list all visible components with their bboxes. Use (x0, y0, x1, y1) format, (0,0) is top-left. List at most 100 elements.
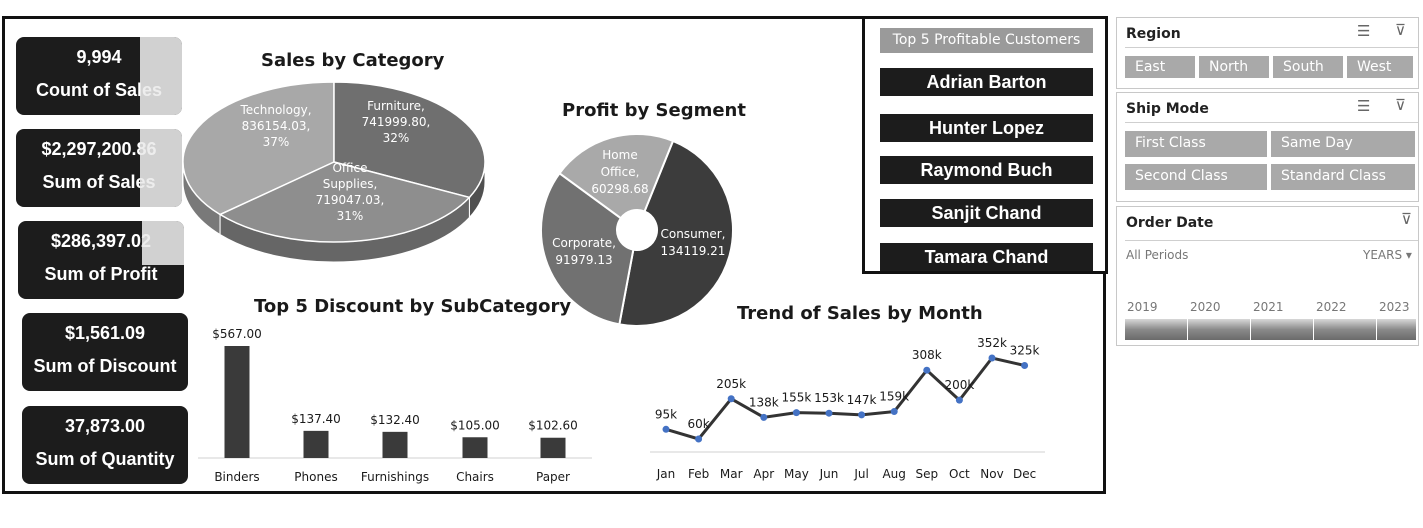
ship-chip-standard-class[interactable]: Standard Class (1271, 164, 1415, 190)
top-customers-title: Top 5 Profitable Customers (880, 28, 1093, 53)
kpi-label: Sum of Profit (44, 264, 158, 284)
kpi-shade (140, 37, 182, 115)
x-tick-label: Jul (853, 467, 868, 481)
period-label: All Periods (1126, 248, 1189, 262)
bar (224, 346, 250, 458)
clear-filter-icon[interactable]: ⊽ (1395, 96, 1406, 114)
line-data-label: 308k (912, 348, 942, 362)
time-level-dropdown[interactable]: YEARS ▾ (1363, 248, 1412, 262)
bar-data-label: $105.00 (450, 418, 500, 432)
pie-data-label: Office Supplies, 719047.03, 31% (316, 161, 385, 223)
year-label: 2021 (1253, 300, 1284, 314)
profit-by-segment-title: Profit by Segment (562, 100, 746, 121)
clear-filter-icon[interactable]: ⊽ (1395, 21, 1406, 39)
line-marker (988, 354, 996, 362)
kpi-sum-of-profit: $286,397.02 Sum of Profit (18, 221, 184, 299)
kpi-value: $286,397.02 (50, 231, 152, 251)
kpi-value: $2,297,200.86 (41, 139, 157, 159)
x-tick-label: Mar (720, 467, 743, 481)
bar (540, 437, 566, 458)
region-slicer: Region ☰ ⊽ East North South West (1116, 17, 1419, 89)
line-marker (923, 366, 931, 374)
line-data-label: 159k (879, 390, 909, 404)
sales-trend-title: Trend of Sales by Month (737, 303, 983, 324)
line-data-label: 352k (977, 336, 1007, 350)
pie-slice (182, 81, 335, 216)
order-date-timeline: Order Date ⊽ All Periods YEARS ▾ 2019 20… (1116, 206, 1419, 346)
line-data-label: 95k (655, 407, 677, 421)
bar-data-label: $137.40 (291, 412, 341, 426)
x-tick-label: Jan (656, 467, 676, 481)
line-marker (858, 411, 866, 419)
kpi-value: 9,994 (76, 47, 122, 67)
top-customers-panel: Top 5 Profitable Customers Adrian Barton… (862, 16, 1108, 274)
region-chip-west[interactable]: West (1347, 56, 1413, 78)
customer-card: Tamara Chand (880, 243, 1093, 271)
discount-by-subcategory-title: Top 5 Discount by SubCategory (254, 296, 572, 317)
pie-slice (333, 81, 486, 199)
ship-chip-second-class[interactable]: Second Class (1125, 164, 1267, 190)
x-tick-label: Jun (819, 467, 839, 481)
pie-data-label: Technology, 836154.03, 37% (239, 103, 311, 149)
line-marker (662, 425, 670, 433)
region-chip-east[interactable]: East (1125, 56, 1195, 78)
x-tick-label: Sep (915, 467, 938, 481)
line-data-label: 147k (847, 393, 877, 407)
x-tick-label: Binders (214, 470, 259, 484)
kpi-sum-of-discount: $1,561.09 Sum of Discount (22, 313, 188, 391)
multi-select-icon[interactable]: ☰ (1357, 97, 1371, 115)
customer-card: Adrian Barton (880, 68, 1093, 96)
customer-card: Raymond Buch (880, 156, 1093, 184)
x-tick-label: Nov (980, 467, 1003, 481)
line-data-label: 205k (716, 377, 746, 391)
kpi-label: Sum of Sales (42, 172, 156, 192)
line-data-label: 153k (814, 391, 844, 405)
x-tick-label: Chairs (456, 470, 494, 484)
line-data-label: 138k (749, 395, 779, 409)
kpi-value: 37,873.00 (64, 416, 146, 436)
doughnut-slice (558, 133, 675, 220)
doughnut-data-label: Corporate, 91979.13 (552, 236, 616, 267)
ship-chip-same-day[interactable]: Same Day (1271, 131, 1415, 157)
year-label: 2022 (1316, 300, 1347, 314)
bar (462, 437, 488, 458)
bar-data-label: $132.40 (370, 413, 420, 427)
region-chip-north[interactable]: North (1199, 56, 1269, 78)
line-marker (1021, 361, 1029, 369)
pie-data-label: Furniture, 741999.80, 32% (362, 99, 431, 145)
line-marker (890, 408, 898, 416)
clear-filter-icon[interactable]: ⊽ (1401, 210, 1412, 228)
ship-chip-first-class[interactable]: First Class (1125, 131, 1267, 157)
customer-card: Hunter Lopez (880, 114, 1093, 142)
doughnut-data-label: Consumer, 134119.21 (660, 227, 725, 258)
timeline-bar[interactable] (1125, 319, 1416, 340)
line-marker (695, 435, 703, 443)
x-tick-label: Feb (688, 467, 709, 481)
kpi-label: Count of Sales (35, 80, 162, 100)
x-tick-label: Aug (882, 467, 905, 481)
sales-by-category-title: Sales by Category (261, 50, 445, 71)
region-slicer-title: Region (1126, 26, 1181, 42)
x-tick-label: May (784, 467, 809, 481)
kpi-label: Sum of Discount (33, 356, 177, 376)
bar (303, 430, 329, 458)
line-data-label: 200k (944, 378, 974, 392)
region-chip-south[interactable]: South (1273, 56, 1343, 78)
ship-mode-slicer-title: Ship Mode (1126, 101, 1209, 117)
multi-select-icon[interactable]: ☰ (1357, 22, 1371, 40)
doughnut-data-label: Home Office, 60298.68 (591, 148, 648, 196)
line-marker (727, 395, 735, 403)
line-data-label: 155k (781, 391, 811, 405)
pie-slice (218, 161, 471, 243)
line-marker (955, 396, 963, 404)
bar-data-label: $567.00 (212, 327, 262, 341)
x-tick-label: Phones (294, 470, 337, 484)
line-marker (825, 409, 833, 417)
order-date-title: Order Date (1126, 215, 1214, 231)
x-tick-label: Furnishings (361, 470, 429, 484)
kpi-shade (140, 129, 182, 207)
time-level-value: YEARS (1363, 248, 1403, 262)
year-label: 2020 (1190, 300, 1221, 314)
x-tick-label: Oct (949, 467, 970, 481)
kpi-shade (142, 221, 184, 265)
